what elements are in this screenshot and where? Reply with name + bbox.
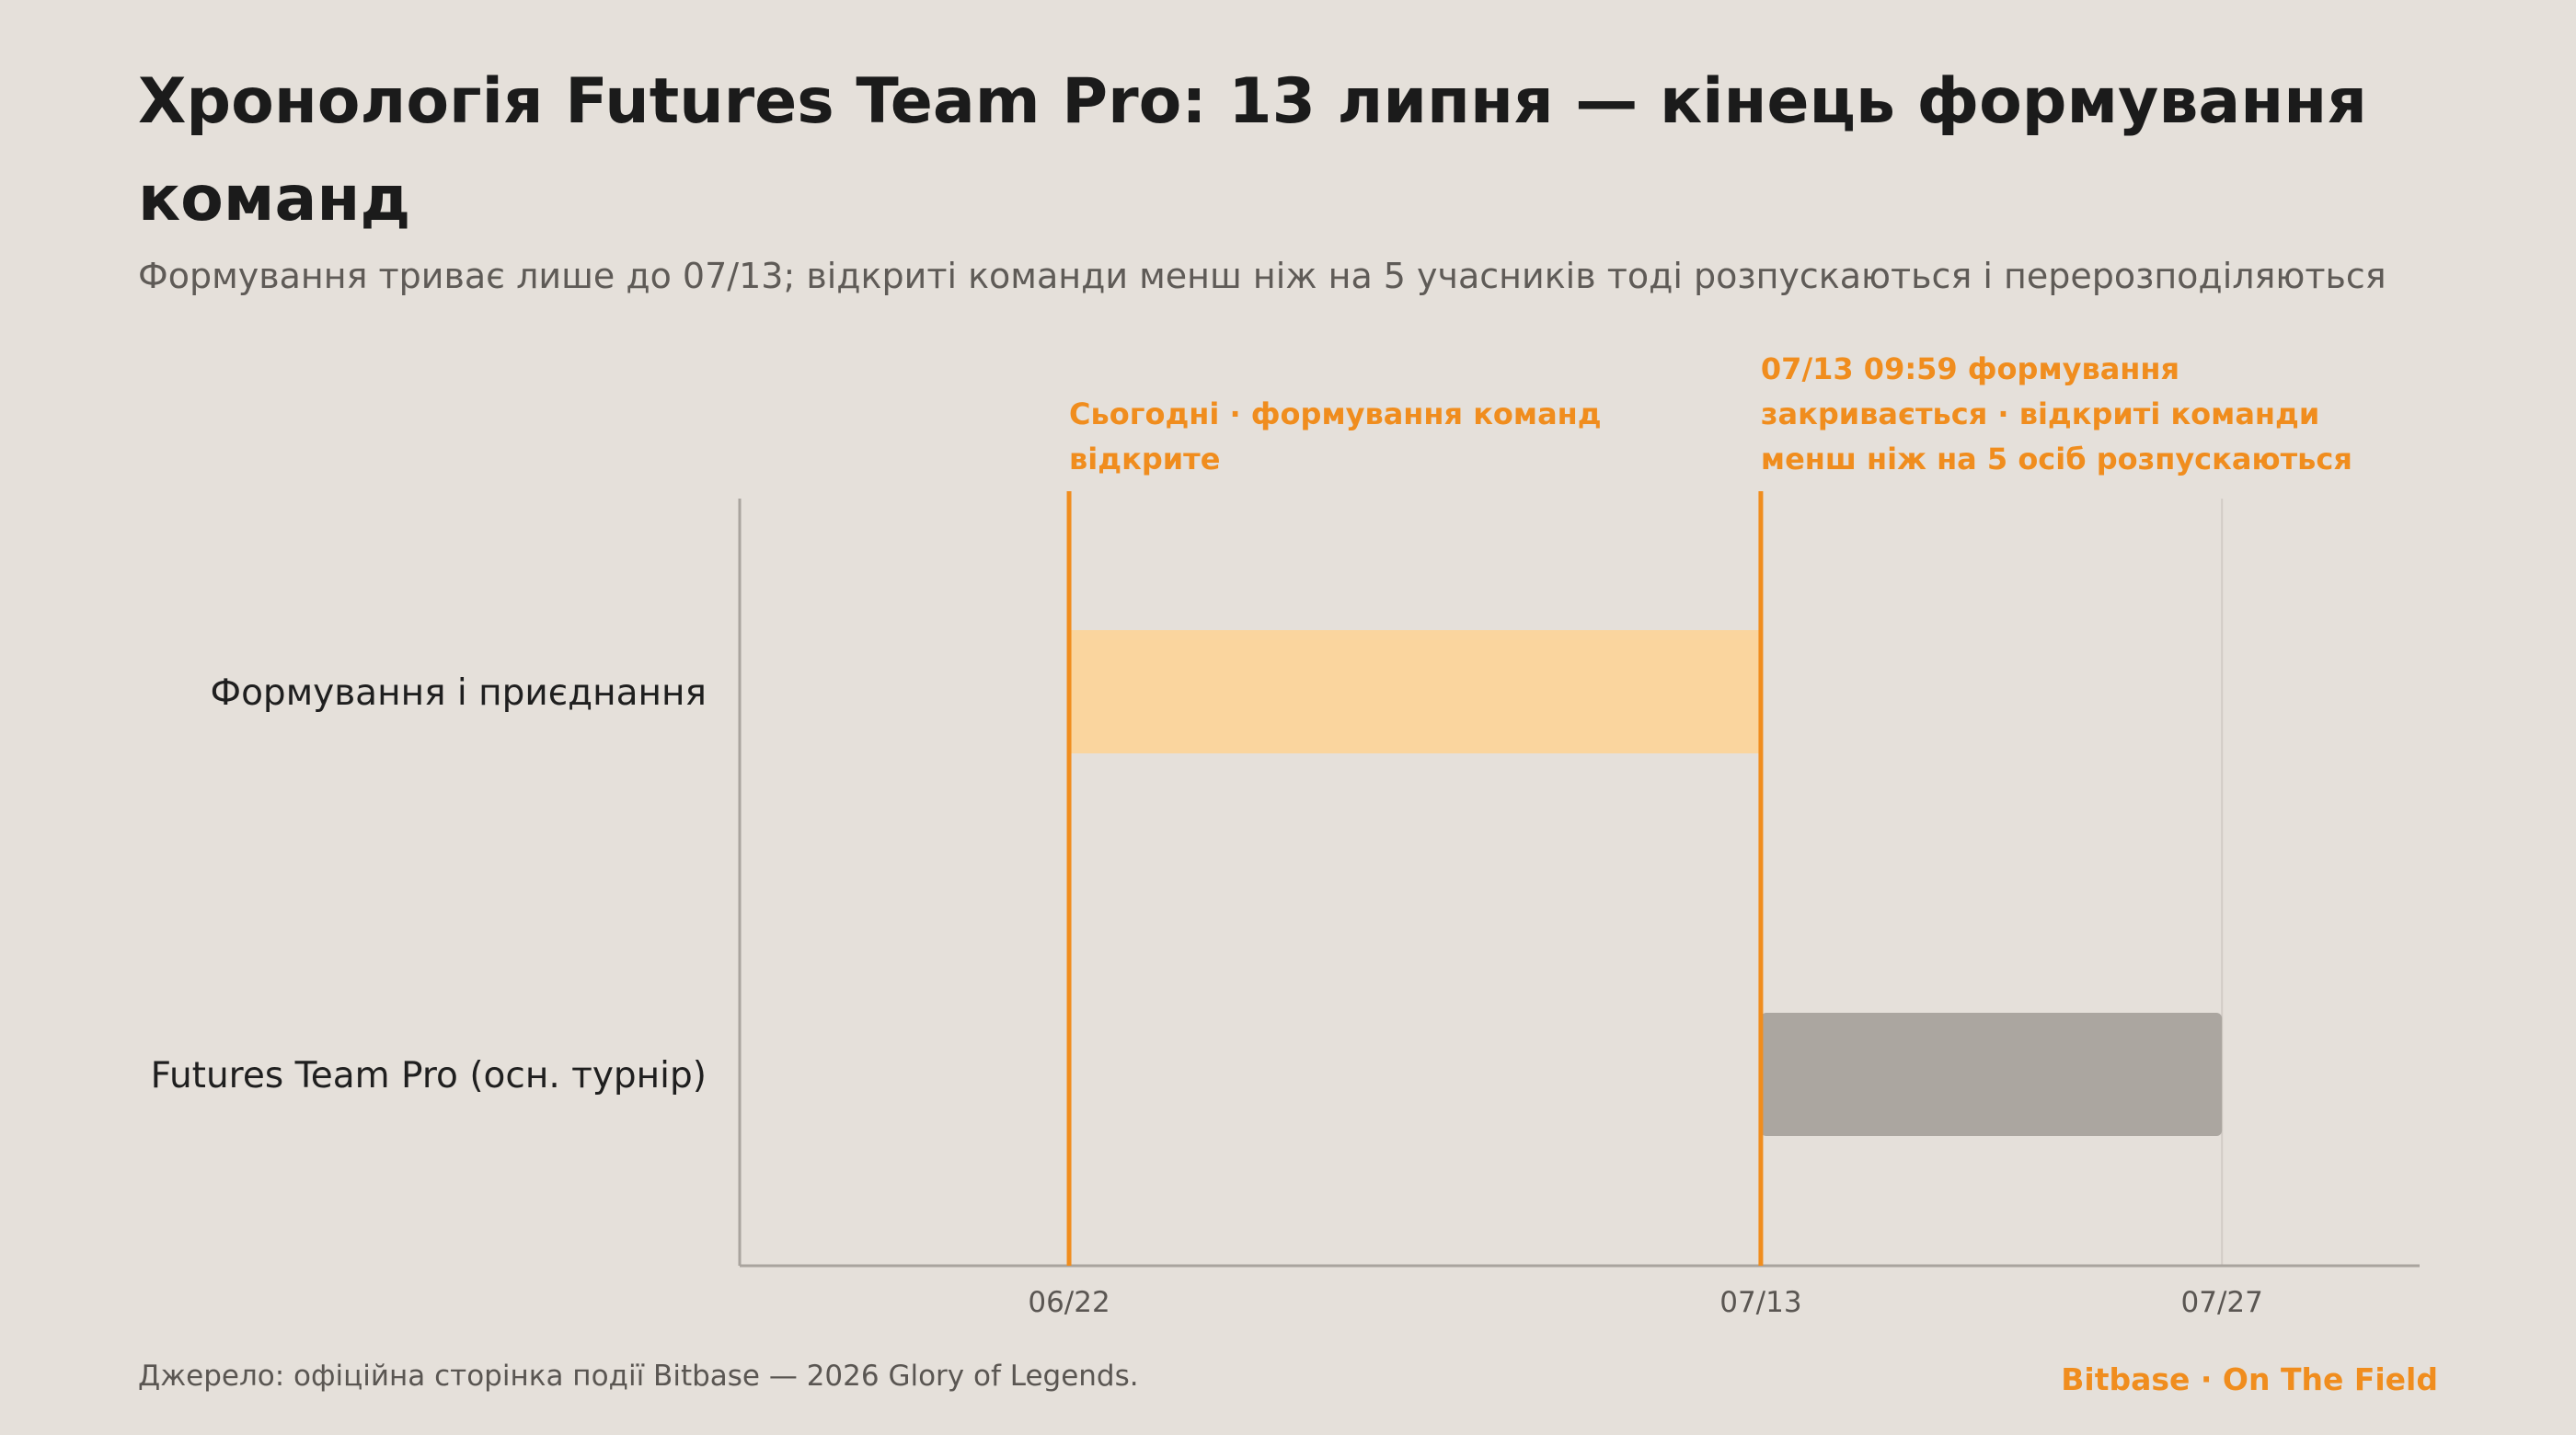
marker-label-1-line-2: відкрите — [1069, 442, 1220, 476]
marker-label-2-line-2: закривається · відкриті команди — [1761, 396, 2319, 431]
marker-label-1: Сьогодні · формування команд відкрите — [1069, 396, 1602, 476]
source-note: Джерело: офіційна сторінка події Bitbase… — [138, 1360, 1139, 1393]
marker-label-2-line-1: 07/13 09:59 формування — [1761, 351, 2179, 386]
x-tick-06-22: 06/22 — [1028, 1286, 1110, 1319]
x-tick-07-13: 07/13 — [1719, 1286, 1801, 1319]
marker-layer — [1066, 491, 1764, 1266]
label-layer: Формування і приєднання Futures Team Pro … — [151, 351, 2352, 1319]
axis-layer — [738, 499, 2420, 1268]
marker-label-1-line-1: Сьогодні · формування команд — [1069, 396, 1602, 431]
brand-label: Bitbase · On The Field — [2061, 1361, 2438, 1397]
bar-1 — [1069, 630, 1761, 753]
bar-layer — [1069, 630, 2223, 1136]
chart-title: Хронологія Futures Team Pro: 13 липня — … — [138, 65, 2367, 235]
marker-label-2-line-3: менш ніж на 5 осіб розпускаються — [1761, 442, 2352, 476]
chart-subtitle: Формування триває лише до 07/13; відкрит… — [138, 256, 2386, 296]
marker-label-2: 07/13 09:59 формування закривається · від… — [1761, 351, 2352, 476]
row-label-1: Формування і приєднання — [211, 672, 707, 714]
row-label-2: Futures Team Pro (осн. турнір) — [151, 1055, 707, 1096]
x-tick-07-27: 07/27 — [2181, 1286, 2263, 1319]
bar-2 — [1760, 1013, 2223, 1136]
